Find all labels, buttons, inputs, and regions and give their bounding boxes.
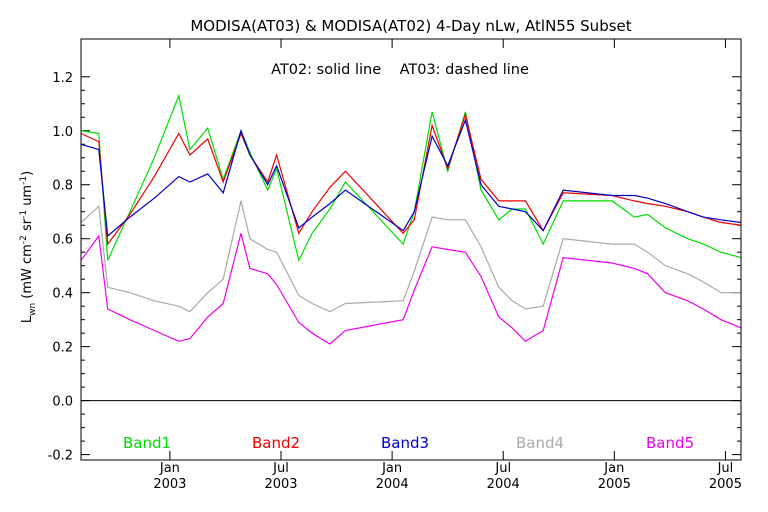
y-axis-label-text: Lwn (mW cm-2 sr-1 um-1) <box>19 171 38 323</box>
y-tick-label: 0.8 <box>52 179 73 194</box>
series-line-band1 <box>80 93 742 263</box>
y-axis-label: Lwn (mW cm-2 sr-1 um-1) <box>19 171 38 323</box>
y-axis-label-main: L <box>20 315 35 323</box>
plot-frame <box>80 38 742 461</box>
y-axis-label-mid2: um <box>20 185 35 210</box>
y-axis-label-units: (mW cm <box>20 244 35 299</box>
x-tick-label-year: 2003 <box>153 477 186 492</box>
y-tick-label: 1.0 <box>52 125 73 140</box>
y-tick-label: 0.4 <box>52 287 73 302</box>
x-tick-label-year: 2004 <box>376 477 409 492</box>
y-tick-label: 0.2 <box>52 341 73 356</box>
series-layer <box>80 93 742 345</box>
y-axis-label-exp2: -1 <box>19 210 29 219</box>
legend-item-band3: Band3 <box>381 434 429 452</box>
y-tick-label: 0.0 <box>52 395 73 410</box>
x-tick-label-month: Jul <box>494 461 511 476</box>
legend-item-band1: Band1 <box>123 434 171 452</box>
x-tick-label-month: Jul <box>272 461 289 476</box>
y-tick-label: -0.2 <box>48 449 73 464</box>
axis-ticks: -0.20.00.20.40.60.81.01.2Jan2003Jul2003J… <box>48 39 742 492</box>
y-axis-label-exp3: -1 <box>19 176 29 185</box>
series-line-band2 <box>80 112 742 246</box>
y-axis-label-end: ) <box>20 171 35 176</box>
series-line-band3 <box>80 117 742 238</box>
chart-annotation: AT02: solid line AT03: dashed line <box>271 62 529 78</box>
x-tick-label-year: 2005 <box>709 477 742 492</box>
y-axis-label-exp1: -2 <box>19 235 29 244</box>
y-axis-label-sub: wn <box>28 303 38 316</box>
x-tick-label-month: Jan <box>159 461 180 476</box>
series-line-band4 <box>80 200 741 313</box>
series-line-band5 <box>80 233 742 345</box>
x-tick-label-year: 2005 <box>598 477 631 492</box>
y-tick-label: 1.2 <box>52 71 73 86</box>
legend-item-band2: Band2 <box>252 434 300 452</box>
y-tick-label: 0.6 <box>52 233 73 248</box>
legend-item-band4: Band4 <box>516 434 564 452</box>
legend: Band1 Band2 Band3 Band4 Band5 <box>123 434 694 452</box>
x-tick-label-year: 2003 <box>264 477 297 492</box>
legend-item-band5: Band5 <box>646 434 694 452</box>
x-tick-label-month: Jan <box>381 461 402 476</box>
chart-title: MODISA(AT03) & MODISA(AT02) 4-Day nLw, A… <box>190 17 631 35</box>
x-tick-label-month: Jan <box>603 461 624 476</box>
y-axis-label-mid: sr <box>20 218 35 235</box>
x-tick-label-year: 2004 <box>487 477 520 492</box>
x-tick-label-month: Jul <box>717 461 734 476</box>
